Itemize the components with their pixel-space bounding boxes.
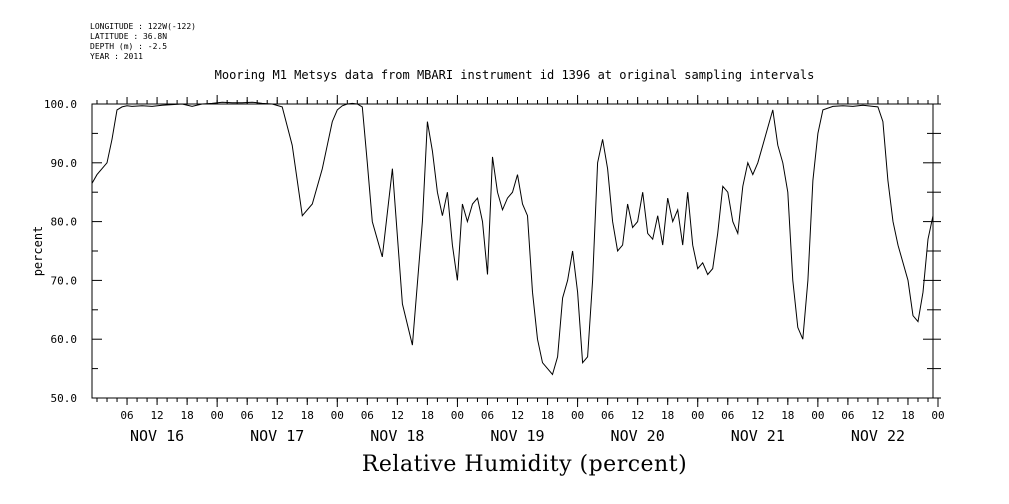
- y-tick-label: 80.0: [51, 216, 78, 229]
- day-label: NOV 18: [370, 427, 424, 445]
- x-tick-label: 12: [871, 409, 884, 422]
- x-tick-label: 06: [841, 409, 854, 422]
- x-tick-label: 00: [931, 409, 944, 422]
- x-tick-label: 18: [901, 409, 914, 422]
- x-tick-label: 00: [451, 409, 464, 422]
- x-tick-label: 12: [631, 409, 644, 422]
- day-label: NOV 20: [611, 427, 665, 445]
- metadata-block: LONGITUDE : 122W(-122) LATITUDE : 36.8N …: [90, 22, 196, 62]
- x-tick-label: 18: [781, 409, 794, 422]
- x-tick-label: 18: [541, 409, 554, 422]
- x-tick-label: 12: [511, 409, 524, 422]
- x-tick-label: 18: [180, 409, 193, 422]
- day-label: NOV 17: [250, 427, 304, 445]
- y-tick-label: 50.0: [51, 392, 78, 405]
- y-tick-label: 90.0: [51, 157, 78, 170]
- x-tick-label: 06: [241, 409, 254, 422]
- longitude-line: LONGITUDE : 122W(-122): [90, 22, 196, 31]
- humidity-series-line: [91, 101, 934, 376]
- year-line: YEAR : 2011: [90, 52, 143, 61]
- axis-ticks: [92, 95, 941, 407]
- x-tick-label: 06: [120, 409, 133, 422]
- day-label: NOV 16: [130, 427, 184, 445]
- y-tick-label: 60.0: [51, 333, 78, 346]
- y-tick-label: 100.0: [44, 98, 77, 111]
- x-tick-label: 00: [811, 409, 824, 422]
- x-tick-label: 18: [421, 409, 434, 422]
- day-label: NOV 19: [490, 427, 544, 445]
- x-tick-label: 06: [601, 409, 614, 422]
- x-tick-label: 12: [751, 409, 764, 422]
- x-tick-label: 00: [571, 409, 584, 422]
- day-label: NOV 21: [731, 427, 785, 445]
- plot-frame: [91, 103, 934, 399]
- axis-labels: 06 12 18 00 06 12 18 00 06 12 18 00 06 12 18 00 06 12 18 00…: [44, 98, 945, 445]
- x-tick-label: 00: [691, 409, 704, 422]
- x-tick-label: 12: [150, 409, 163, 422]
- x-tick-label: 00: [211, 409, 224, 422]
- chart-title: Mooring M1 Metsys data from MBARI instru…: [214, 68, 815, 82]
- x-tick-label: 12: [391, 409, 404, 422]
- x-axis-title: Relative Humidity (percent): [361, 452, 688, 477]
- x-tick-label: 06: [721, 409, 734, 422]
- depth-line: DEPTH (m) : -2.5: [90, 42, 168, 51]
- day-label: NOV 22: [851, 427, 905, 445]
- x-tick-label: 12: [271, 409, 284, 422]
- y-tick-label: 70.0: [51, 274, 78, 287]
- x-tick-label: 18: [661, 409, 674, 422]
- x-tick-label: 06: [481, 409, 494, 422]
- x-tick-label: 00: [331, 409, 344, 422]
- x-tick-label: 18: [301, 409, 314, 422]
- x-tick-label: 06: [361, 409, 374, 422]
- latitude-line: LATITUDE : 36.8N: [90, 32, 168, 41]
- y-axis-label: percent: [31, 226, 45, 277]
